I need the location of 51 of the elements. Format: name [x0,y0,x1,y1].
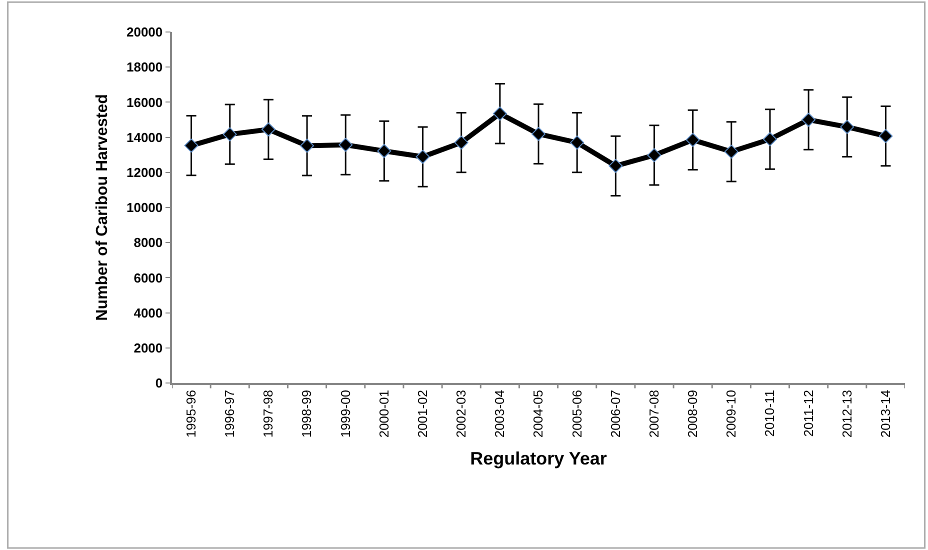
point [377,144,392,158]
x-tick-label: 2004-05 [530,390,546,438]
point [184,138,198,153]
point [762,132,777,146]
y-tick-label: 8000 [134,235,163,250]
y-tick-label: 16000 [126,94,163,110]
x-axis-title: Regulatory Year [470,448,607,468]
x-tick-label: 2012-13 [839,390,854,438]
x-tick-label: 1998-99 [299,390,314,438]
point [261,122,276,136]
y-tick-label: 12000 [126,164,163,180]
point [840,120,854,134]
y-tick-label: 4000 [134,305,163,320]
y-tick-label: 2000 [134,340,163,356]
point [878,129,893,144]
x-tick-label: 1995-96 [184,390,199,438]
point [492,106,507,121]
point [222,127,237,142]
point [570,136,584,150]
y-tick-label: 14000 [126,130,163,145]
point [338,138,353,152]
point [532,126,546,141]
y-tick-label: 6000 [134,270,163,286]
point [608,158,623,173]
x-tick-label: 2009-10 [724,390,739,438]
x-tick-label: 1997-98 [260,390,276,438]
point [724,144,738,159]
point [454,136,468,150]
x-tick-label: 2007-08 [646,390,662,438]
point [686,132,700,147]
x-tick-label: 2001-02 [414,390,430,438]
x-tick-label: 2005-06 [569,390,584,438]
y-axis-title: Number of Caribou Harvested [94,94,111,321]
point [647,148,662,162]
x-tick-label: 2013-14 [878,390,893,438]
point [802,112,816,127]
x-tick-label: 2008-09 [685,390,700,438]
x-tick-label: 1996-97 [222,390,238,438]
x-tick-label: 2006-07 [608,390,623,438]
point [416,150,430,164]
y-tick-label: 20000 [126,24,163,40]
x-tick-label: 2003-04 [492,390,508,438]
y-tick-label: 18000 [126,60,163,75]
x-tick-label: 2000-01 [376,390,392,438]
x-tick-label: 2010-11 [762,390,778,437]
point [300,138,314,153]
x-tick-label: 1999-00 [338,390,353,438]
x-tick-label: 2011-12 [800,390,816,437]
y-tick-label: 10000 [126,200,163,216]
y-tick-label: 0 [155,376,163,391]
x-tick-label: 2002-03 [454,390,469,438]
